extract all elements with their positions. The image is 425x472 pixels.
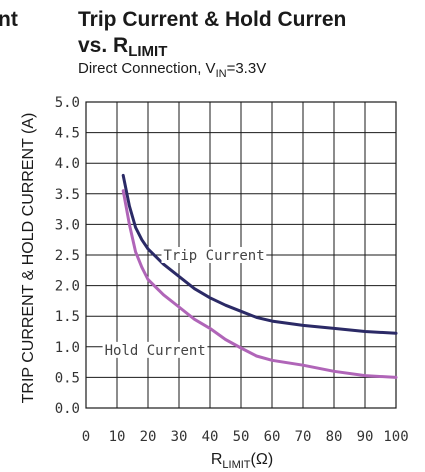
annotations: Trip Current Hold Current <box>102 247 267 359</box>
annotation-label: Trip Current <box>164 248 265 264</box>
subtitle-prefix: Direct Connection, V <box>78 60 216 77</box>
x-tick-label: 80 <box>326 429 343 445</box>
x-tick-label: 30 <box>171 429 188 445</box>
x-tick-label: 40 <box>202 429 219 445</box>
chart-subtitle: Direct Connection, VIN=3.3V <box>78 60 266 80</box>
x-axis-label-suffix: (Ω) <box>251 451 274 468</box>
annotation-background <box>102 341 208 358</box>
x-tick-label: 100 <box>383 429 408 445</box>
y-tick-label: 1.5 <box>55 309 80 325</box>
x-axis-label: RLIMIT(Ω) <box>211 451 273 471</box>
x-tick-label: 10 <box>109 429 126 445</box>
subtitle-suffix: =3.3V <box>227 60 267 77</box>
y-tick-label: 4.5 <box>55 126 80 142</box>
x-tick-label: 90 <box>357 429 374 445</box>
chart-title-line1: Trip Current & Hold Curren <box>78 8 346 31</box>
x-tick-label: 60 <box>264 429 281 445</box>
y-tick-label: 2.0 <box>55 279 80 295</box>
x-tick-label: 70 <box>295 429 312 445</box>
annotation-label: Hold Current <box>105 343 206 359</box>
x-tick-label: 20 <box>140 429 157 445</box>
y-axis-label: TRIP CURRENT & HOLD CURRENT (A) <box>20 113 37 404</box>
series-line-hold-current <box>121 189 398 379</box>
chart-title-line2: vs. RLIMIT <box>78 34 167 60</box>
series-lines <box>121 173 398 379</box>
y-tick-label: 3.0 <box>55 217 80 233</box>
series-line-trip-current <box>121 173 398 335</box>
y-tick-label: 2.5 <box>55 248 80 264</box>
title-line2-sub: LIMIT <box>128 43 167 60</box>
x-tick-label: 0 <box>82 429 90 445</box>
title-line2-prefix: vs. R <box>78 34 128 57</box>
x-axis-label-prefix: R <box>211 451 223 468</box>
subtitle-sub: IN <box>216 68 227 80</box>
y-tick-label: 4.0 <box>55 156 80 172</box>
x-axis-label-sub: LIMIT <box>222 459 250 471</box>
plot-frame <box>85 101 397 409</box>
y-tick-label: 0.0 <box>55 401 80 417</box>
y-tick-label: 0.5 <box>55 370 80 386</box>
annotation-background <box>161 247 267 263</box>
x-tick-label: 50 <box>233 429 250 445</box>
left-title-fragment: nt <box>0 8 18 31</box>
y-tick-label: 3.5 <box>55 187 80 203</box>
y-tick-label: 1.0 <box>55 340 80 356</box>
y-tick-label: 5.0 <box>55 95 80 111</box>
tick-labels: 0 10 20 30 40 50 60 70 80 90 100 0.0 0.5 1.0 1.5 2.0 2.5… <box>55 95 409 445</box>
